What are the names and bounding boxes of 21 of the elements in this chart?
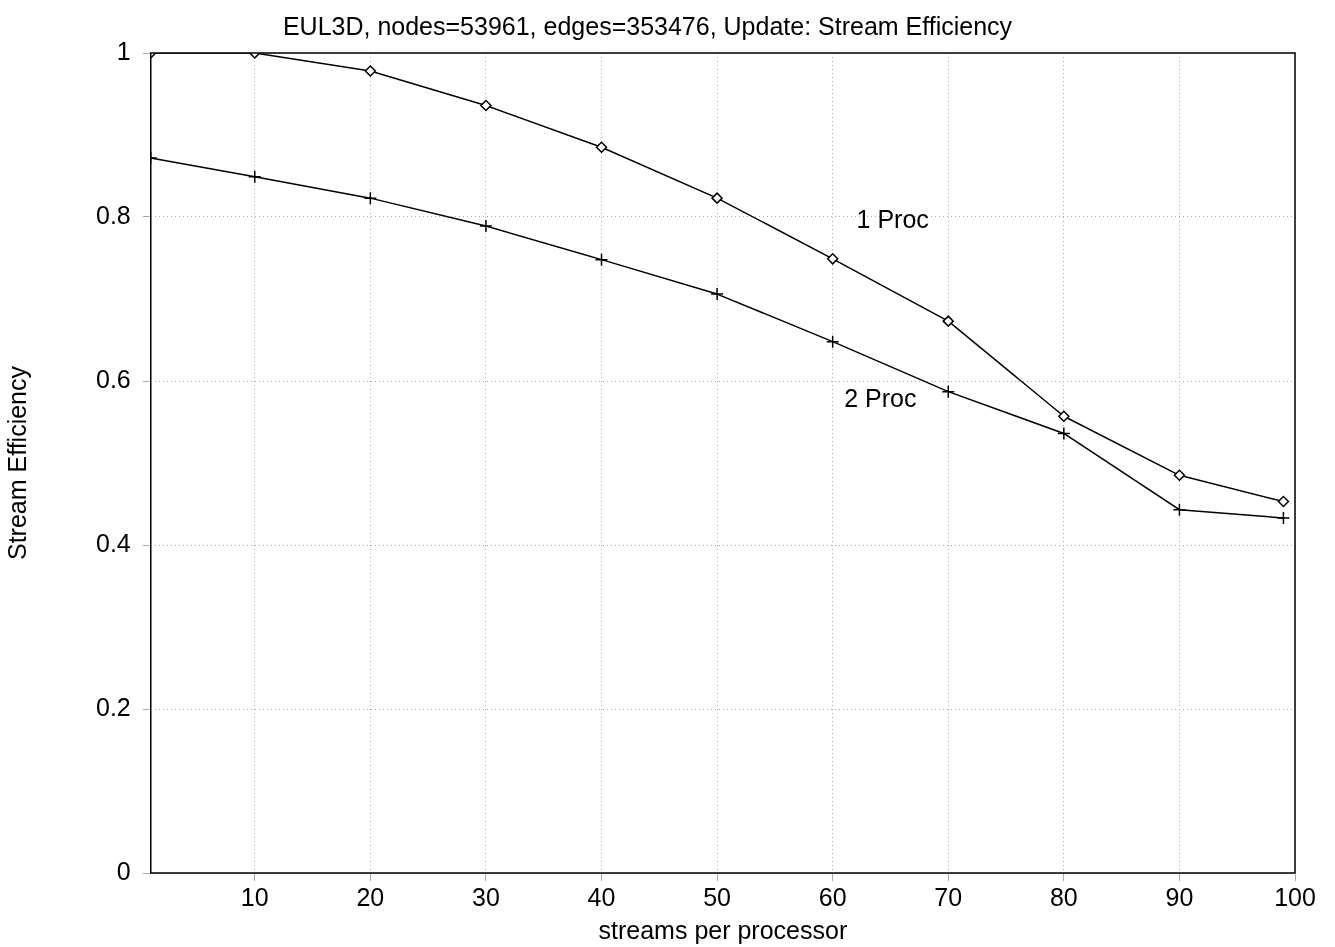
x-tick-label: 20 [356,882,385,911]
series-label: 2 Proc [844,383,917,412]
x-tick-label: 40 [587,882,616,911]
series-label: 1 Proc [856,204,929,233]
x-tick-label: 100 [1274,882,1316,911]
y-tick-label: 1 [116,36,131,65]
y-tick-label: 0.4 [95,528,131,557]
x-tick-label: 90 [1165,882,1194,911]
x-tick-label: 50 [703,882,731,911]
x-axis-title: streams per processor [598,915,848,944]
x-tick-label: 30 [472,882,500,911]
y-tick-label: 0 [116,856,131,885]
y-tick-label: 0.6 [95,364,131,393]
y-axis-title: Stream Efficiency [2,365,31,561]
x-tick-label: 80 [1049,882,1078,911]
x-tick-label: 10 [240,882,269,911]
x-tick-label: 60 [818,882,847,911]
y-tick-label: 0.8 [95,200,131,229]
x-tick-label: 70 [934,882,963,911]
y-tick-label: 0.2 [95,692,131,721]
chart-title: EUL3D, nodes=53961, edges=353476, Update: Stream Efficiency [282,11,1013,40]
